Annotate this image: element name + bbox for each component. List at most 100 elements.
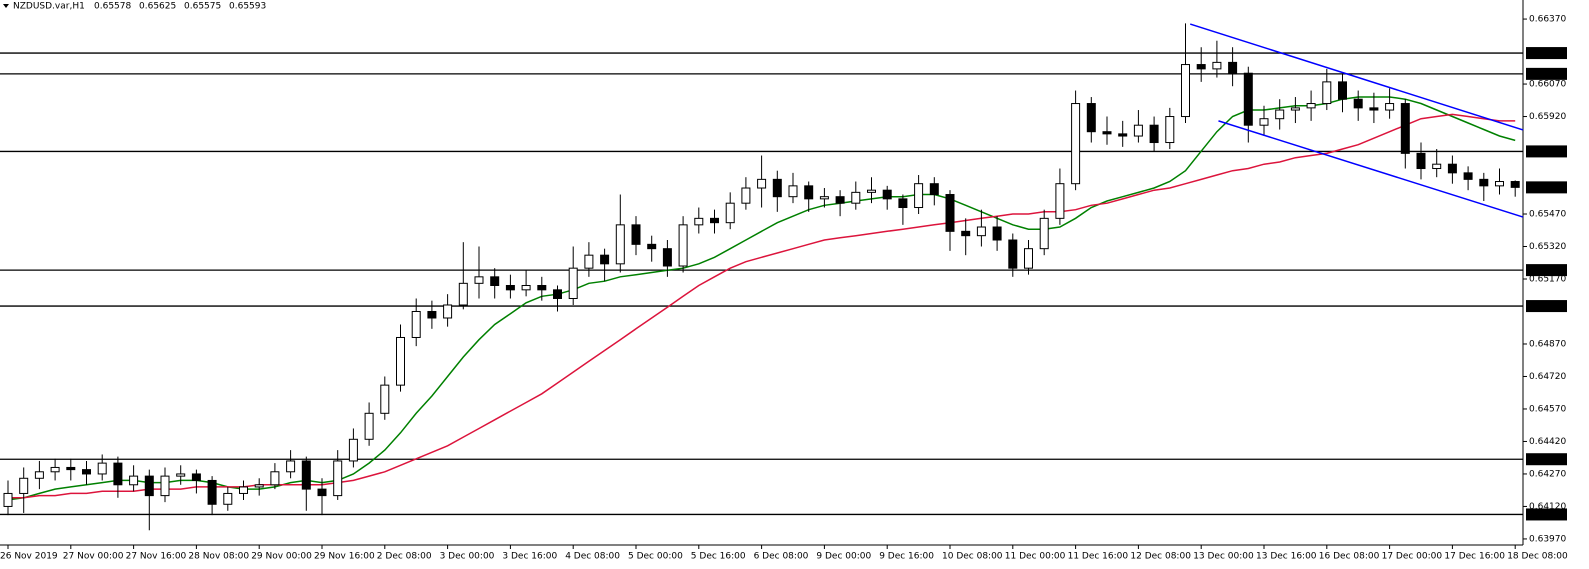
x-tick-label: 5 Dec 00:00 — [628, 552, 683, 562]
x-tick-label: 17 Dec 16:00 — [1444, 552, 1505, 562]
candle-body — [882, 189, 892, 200]
candle-body — [1369, 107, 1379, 111]
x-tick-label: 26 Nov 2019 — [0, 552, 58, 562]
x-tick-label: 11 Dec 16:00 — [1068, 552, 1129, 562]
candle-body — [804, 185, 814, 200]
trend-line — [1218, 120, 1524, 218]
candle-body — [396, 336, 405, 386]
candle-body — [976, 226, 986, 237]
candle-body — [160, 475, 170, 497]
x-tick-label: 16 Dec 08:00 — [1319, 552, 1380, 562]
candle-body — [223, 492, 233, 505]
x-tick-label: 10 Dec 08:00 — [942, 552, 1003, 562]
level-label: 0.65045 — [1529, 302, 1566, 312]
candle-body — [725, 202, 735, 224]
candle-body — [1447, 163, 1457, 174]
candle-body — [1510, 181, 1520, 188]
candle-body — [113, 462, 123, 486]
level-label: 0.65759 — [1529, 147, 1566, 157]
candle-body — [1259, 118, 1269, 126]
y-tick-label: 0.64570 — [1529, 404, 1566, 414]
candle-body — [239, 486, 248, 494]
candle-body — [819, 196, 829, 200]
candle-body — [207, 479, 217, 505]
candle-body — [694, 217, 704, 226]
last-bar-value: 0.65593 — [229, 2, 266, 12]
current-price-label: 0.65593 — [1529, 183, 1566, 193]
candle-body — [898, 198, 908, 209]
x-tick-label: 3 Dec 16:00 — [502, 552, 557, 562]
candle-body — [19, 477, 29, 494]
candle-body — [1008, 239, 1018, 269]
level-box — [1526, 67, 1567, 80]
candle-body — [1086, 103, 1096, 133]
candle-body — [50, 466, 60, 473]
candle-body — [788, 185, 798, 198]
candle-body — [380, 384, 390, 414]
candle-body — [129, 475, 139, 486]
candle-body — [505, 284, 515, 291]
y-tick-label: 0.64420 — [1529, 437, 1566, 447]
candle-body — [568, 267, 578, 299]
candle-body — [317, 488, 327, 497]
candle-body — [710, 217, 719, 224]
level-box — [1526, 264, 1567, 277]
candle-body — [961, 230, 971, 237]
candle-body — [1463, 172, 1473, 180]
y-tick-label: 0.65470 — [1529, 210, 1566, 220]
candle-body — [1338, 81, 1347, 100]
candle-body — [82, 469, 91, 475]
candle-body — [1181, 64, 1190, 118]
candle-body — [1055, 183, 1065, 219]
candle-body — [1149, 124, 1159, 144]
y-tick-label: 0.66070 — [1529, 80, 1566, 90]
candle-body — [34, 471, 44, 479]
candle-body — [411, 310, 421, 338]
level-label: 0.65211 — [1529, 266, 1566, 276]
candle-body — [144, 475, 154, 497]
candle-body — [1479, 178, 1489, 187]
last-bar-value: 0.65578 — [94, 2, 131, 12]
candle-body — [584, 254, 594, 269]
candle-body — [914, 183, 924, 209]
candle-body — [474, 276, 484, 284]
x-tick-label: 29 Nov 16:00 — [314, 552, 375, 562]
candle-body — [1495, 181, 1504, 187]
level-box — [1526, 453, 1567, 466]
candle-body — [66, 466, 76, 471]
x-tick-label: 9 Dec 00:00 — [816, 552, 871, 562]
level-box — [1526, 47, 1567, 60]
candle-body — [1133, 124, 1143, 137]
candle-body — [835, 196, 845, 204]
candle-body — [97, 462, 107, 475]
y-tick-label: 0.64870 — [1529, 339, 1566, 349]
candle-body — [1165, 116, 1175, 144]
y-tick-label: 0.65320 — [1529, 242, 1566, 252]
candle-body — [1400, 103, 1410, 154]
candle-body — [945, 194, 955, 232]
level-box — [1526, 508, 1567, 521]
candle-body — [348, 438, 358, 462]
candle-body — [1228, 61, 1238, 74]
candle-body — [1024, 248, 1033, 269]
candle-body — [254, 484, 264, 488]
candle-body — [851, 191, 861, 204]
x-tick-label: 3 Dec 00:00 — [440, 552, 495, 562]
x-tick-label: 6 Dec 08:00 — [754, 552, 809, 562]
candle-body — [1196, 64, 1206, 70]
candle-body — [427, 310, 437, 319]
candle-body — [1416, 152, 1426, 170]
candle-body — [600, 254, 610, 265]
candle-body — [1243, 72, 1253, 126]
symbol: NZDUSD.var,H1 — [13, 2, 85, 12]
candle-body — [301, 460, 311, 490]
candle-body — [772, 178, 782, 198]
candle-body — [1275, 109, 1285, 120]
candle-body — [1290, 107, 1300, 111]
candle-body — [867, 189, 876, 193]
menu-arrow[interactable] — [3, 4, 9, 8]
candle-body — [992, 226, 1002, 241]
y-tick-label: 0.64270 — [1529, 469, 1566, 479]
last-bar-value: 0.65575 — [184, 2, 221, 12]
